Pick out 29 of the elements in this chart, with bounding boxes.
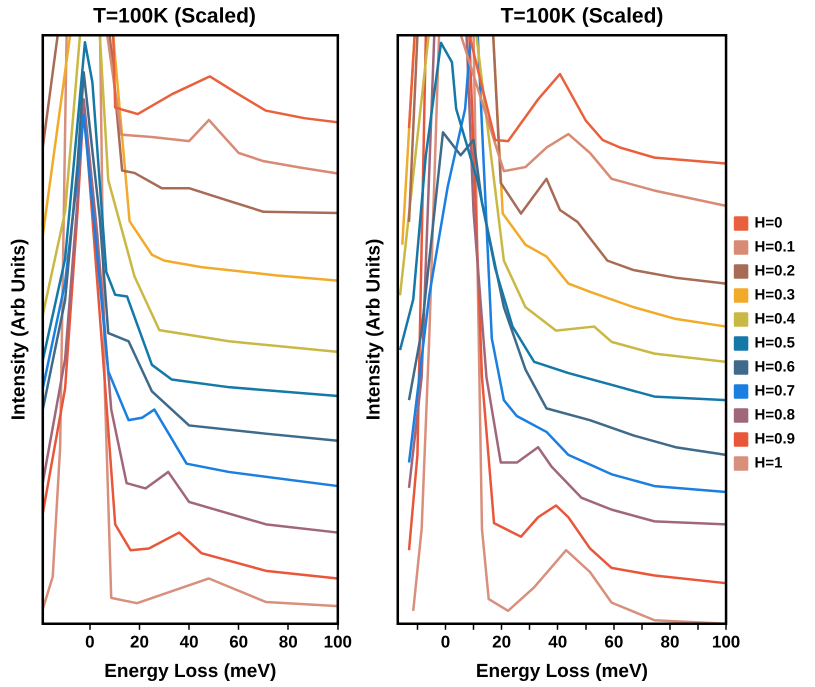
legend-label: H=0.5 xyxy=(754,334,796,352)
y-axis-title: Intensity (Arb Units) xyxy=(8,238,30,420)
legend-label: H=0 xyxy=(754,214,782,232)
legend-label: H=0.7 xyxy=(754,382,796,400)
y-axis-title: Intensity (Arb Units) xyxy=(364,238,385,420)
x-tick-label: 100 xyxy=(324,632,352,652)
legend-label: H=0.9 xyxy=(754,430,796,448)
x-tick-label: 80 xyxy=(660,632,680,652)
legend-label: H=1 xyxy=(754,454,782,472)
x-tick-label: 20 xyxy=(130,632,149,652)
x-axis-title: Energy Loss (meV) xyxy=(476,660,648,682)
legend-label: H=0.1 xyxy=(754,238,796,256)
x-tick-label: 40 xyxy=(180,632,199,652)
chart-title: T=100K (Scaled) xyxy=(93,4,256,28)
legend-label: H=0.8 xyxy=(754,406,796,424)
legend-label: H=0.6 xyxy=(754,358,796,376)
x-tick-label: 80 xyxy=(278,632,298,652)
legend-label: H=0.3 xyxy=(754,286,796,304)
x-tick-label: 60 xyxy=(229,632,248,652)
x-tick-label: 40 xyxy=(548,632,568,652)
chart-title: T=100K (Scaled) xyxy=(500,4,664,28)
x-tick-label: 0 xyxy=(440,632,450,652)
x-tick-label: 100 xyxy=(712,632,740,652)
x-tick-label: 0 xyxy=(85,632,95,652)
x-tick-label: 60 xyxy=(604,632,624,652)
x-tick-label: 20 xyxy=(492,632,512,652)
legend-label: H=0.4 xyxy=(754,310,796,328)
legend-label: H=0.2 xyxy=(754,262,796,280)
x-axis-title: Energy Loss (meV) xyxy=(104,660,276,682)
